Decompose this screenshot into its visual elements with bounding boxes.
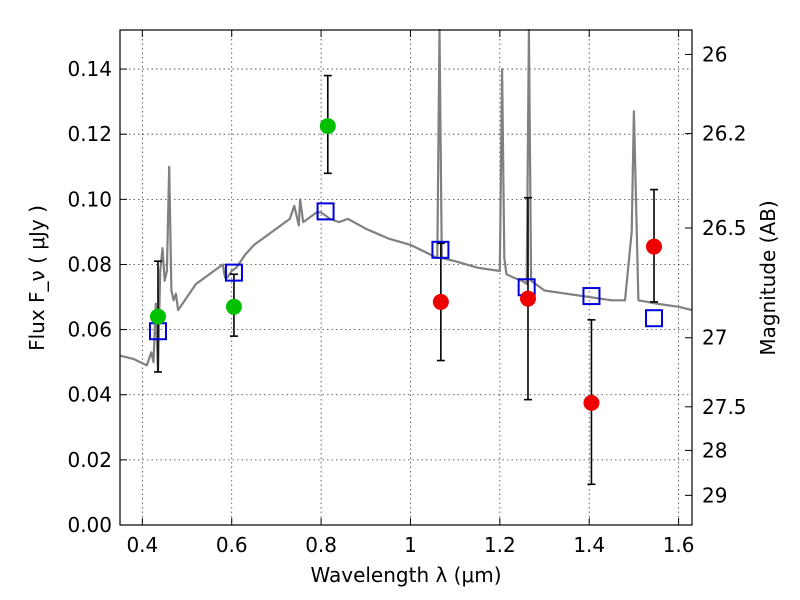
observed-point-marker bbox=[225, 298, 242, 315]
x-tick-label: 0.6 bbox=[216, 533, 248, 557]
x-axis-label: Wavelength λ (μm) bbox=[310, 563, 501, 587]
observed-point-marker bbox=[646, 238, 663, 255]
y-tick-label: 0.12 bbox=[67, 122, 112, 146]
y-axis-label: Flux F_ν ( μJy ) bbox=[25, 205, 49, 351]
y-tick-label: 0.02 bbox=[67, 448, 112, 472]
model-square-marker bbox=[224, 263, 243, 282]
x-tick-label: 1.6 bbox=[663, 533, 695, 557]
y2-tick-label: 27 bbox=[702, 326, 727, 350]
observed-point-marker bbox=[319, 118, 336, 135]
y2-tick-label: 27.5 bbox=[702, 395, 747, 419]
observed-point-marker bbox=[583, 394, 600, 411]
x-tick-label: 0.4 bbox=[126, 533, 158, 557]
plot-frame bbox=[119, 29, 693, 526]
y-tick-label: 0.06 bbox=[67, 318, 112, 342]
observed-point-marker bbox=[149, 308, 166, 325]
y-tick-label: 0.08 bbox=[67, 252, 112, 276]
model-square-marker bbox=[431, 240, 450, 259]
grid-lines bbox=[120, 30, 692, 526]
x-tick-label: 1.4 bbox=[573, 533, 605, 557]
y2-tick-label: 26.5 bbox=[702, 216, 747, 240]
axis-ticks bbox=[120, 30, 692, 526]
y2-axis-label: Magnitude (AB) bbox=[756, 200, 780, 355]
y2-tick-label: 29 bbox=[702, 483, 727, 507]
x-tick-label: 0.8 bbox=[305, 533, 337, 557]
model-square-marker bbox=[316, 202, 335, 221]
spectrum-line bbox=[119, 28, 693, 373]
x-tick-label: 1.2 bbox=[484, 533, 516, 557]
y2-tick-label: 26.2 bbox=[702, 122, 747, 146]
x-tick-label: 1 bbox=[404, 533, 417, 557]
spectrum-series bbox=[119, 28, 693, 373]
tick-labels: 0.4 0.6 0.8 1 1.2 1.4 1.6 0.00 0.02 0.04 0.06 0.08 0… bbox=[67, 42, 746, 557]
y-tick-label: 0.04 bbox=[67, 383, 112, 407]
y2-tick-label: 28 bbox=[702, 438, 727, 462]
y-tick-label: 0.10 bbox=[67, 187, 112, 211]
y2-tick-label: 26 bbox=[702, 42, 727, 66]
observed-point-marker bbox=[432, 293, 449, 310]
model-square-marker bbox=[645, 309, 664, 328]
model-square-marker bbox=[582, 287, 601, 306]
observed-point-marker bbox=[519, 290, 536, 307]
y-tick-label: 0.00 bbox=[67, 513, 112, 537]
data-markers bbox=[148, 118, 664, 411]
y-tick-label: 0.14 bbox=[67, 57, 112, 81]
